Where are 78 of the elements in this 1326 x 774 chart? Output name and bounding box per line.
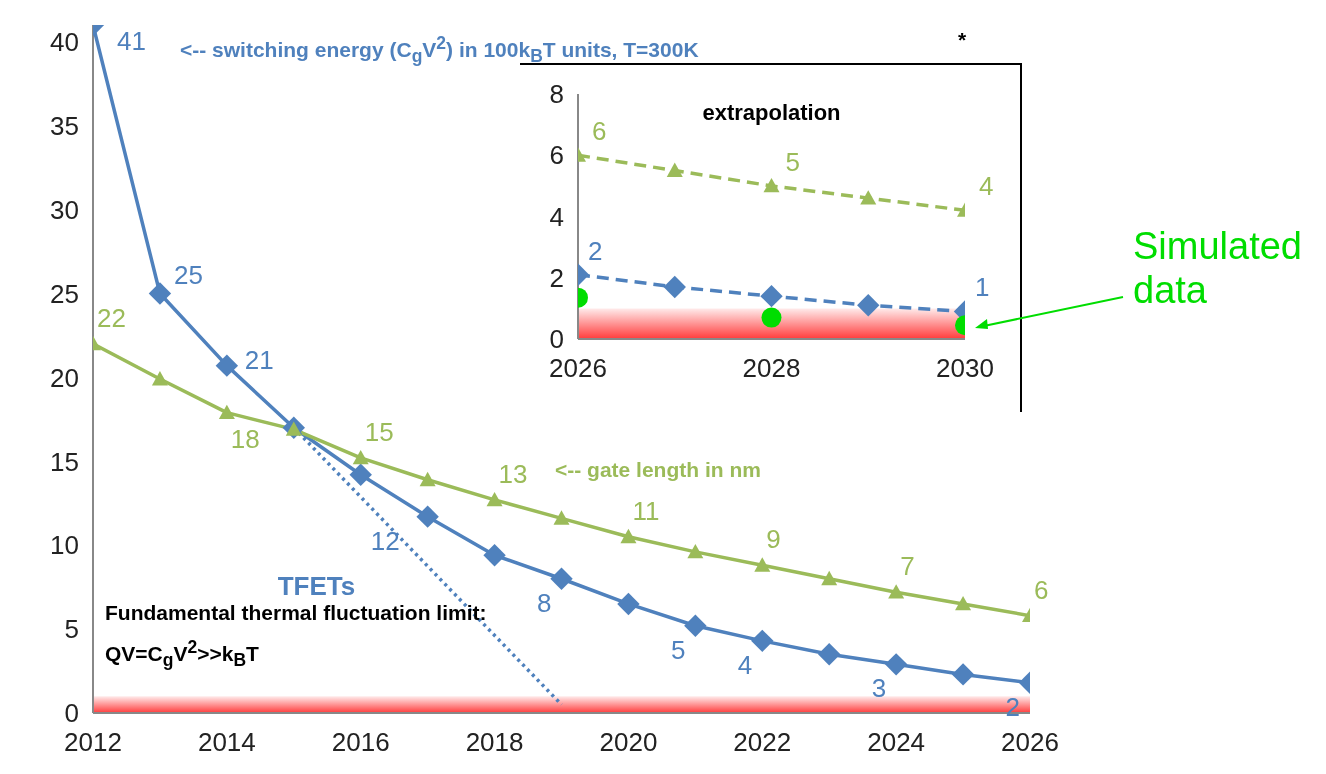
point — [419, 471, 436, 487]
y-tick-label: 5 — [64, 614, 79, 645]
point — [352, 449, 369, 465]
point — [687, 543, 704, 559]
point — [416, 505, 439, 528]
point — [818, 643, 841, 666]
point — [684, 614, 707, 637]
y-tick-label: 30 — [50, 194, 79, 225]
data-label: 22 — [97, 302, 126, 334]
point — [763, 177, 780, 193]
y-tick-label: 20 — [50, 362, 79, 393]
data-label: 1 — [975, 271, 990, 303]
point — [754, 557, 771, 572]
x-tick-label: 2014 — [197, 727, 256, 758]
point — [760, 284, 783, 308]
x-tick-label: 2012 — [64, 727, 122, 758]
y-tick-label: 40 — [50, 27, 79, 58]
data-label: 4 — [979, 170, 994, 202]
annotation: <-- switching energy (C$_{g}$V$^{2}$) in 100k$_{B}$T units, T=300K — [180, 31, 699, 68]
data-label: 11 — [632, 495, 660, 527]
x-tick-label: 2030 — [936, 353, 994, 384]
y-tick-label: 0 — [549, 324, 564, 355]
x-tick-label: 2026 — [549, 353, 607, 384]
point — [483, 544, 506, 567]
data-label: 4 — [737, 649, 753, 681]
y-tick-label: 10 — [50, 530, 79, 561]
point — [955, 595, 972, 611]
y-tick-label: 35 — [50, 110, 79, 141]
x-tick-label: 2022 — [733, 727, 792, 758]
text: TFETs — [277, 571, 356, 603]
x-tick-label: 2026 — [1001, 727, 1059, 758]
point — [620, 528, 637, 544]
data-label: 12 — [370, 525, 400, 557]
point — [486, 491, 503, 507]
point — [751, 629, 774, 653]
y-tick-label: 15 — [50, 446, 79, 477]
data-label: 7 — [900, 550, 915, 582]
x-tick-label: 2018 — [465, 727, 524, 758]
data-label: 5 — [670, 634, 686, 666]
point — [821, 570, 838, 586]
point — [951, 663, 975, 686]
chart-title: extrapolation — [702, 100, 841, 125]
data-label: 15 — [364, 416, 394, 448]
data-label: 13 — [498, 458, 528, 490]
data-label: 41 — [117, 25, 146, 57]
point — [148, 282, 172, 305]
point — [218, 404, 235, 420]
point — [550, 567, 573, 590]
data-label: 21 — [244, 344, 274, 376]
data-label: 18 — [230, 423, 260, 455]
x-tick-label: 2020 — [599, 727, 658, 758]
y-tick-label: 4 — [549, 201, 564, 232]
y-tick-label: 0 — [64, 698, 79, 729]
x-tick-label: 2024 — [867, 727, 926, 758]
data-label: 5 — [785, 146, 800, 178]
point — [888, 584, 905, 599]
data-label: 3 — [871, 672, 887, 704]
data-label: 25 — [173, 259, 203, 291]
y-tick-label: 25 — [50, 278, 79, 309]
point — [617, 592, 640, 616]
point — [349, 463, 372, 486]
annotation: <-- gate length in nm — [555, 457, 761, 484]
y-tick-label: 8 — [549, 79, 564, 110]
point — [884, 653, 908, 676]
text: Simulated data — [1133, 225, 1303, 313]
point — [553, 510, 570, 525]
data-label: 9 — [766, 523, 781, 555]
x-tick-label: 2016 — [331, 727, 390, 758]
point — [151, 371, 168, 386]
y-tick-label: 6 — [549, 140, 564, 171]
y-tick-label: 2 — [549, 262, 564, 293]
point — [215, 354, 239, 377]
annotation: Fundamental thermal fluctuation limit: QV=C$_{g}$V$^{2}$>>k$_{B}$T — [105, 600, 487, 670]
data-label: 6 — [1034, 574, 1049, 606]
data-label: 6 — [592, 115, 607, 147]
data-label: 2 — [588, 235, 603, 267]
x-tick-label: 2028 — [742, 353, 801, 384]
annotation: * — [958, 27, 967, 54]
